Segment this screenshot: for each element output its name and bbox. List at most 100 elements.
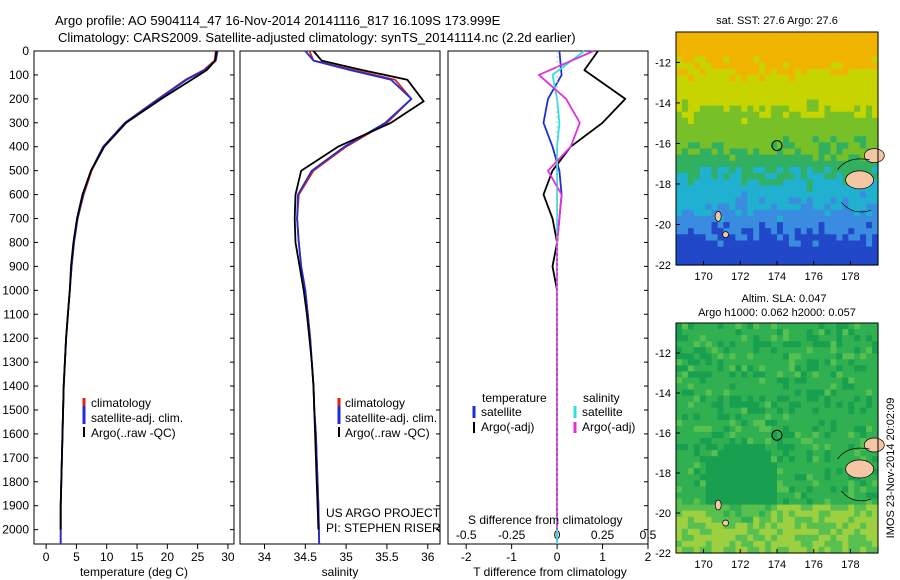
heatmap-cell xyxy=(723,185,730,192)
heatmap-cell xyxy=(777,510,784,518)
heatmap-cell xyxy=(699,185,707,192)
heatmap-cell xyxy=(842,431,849,439)
heatmap-cell xyxy=(759,323,766,330)
heatmap-cell xyxy=(848,365,855,373)
heatmap-cell xyxy=(806,44,814,51)
heatmap-cell xyxy=(800,240,808,248)
heatmap-cell xyxy=(723,413,730,421)
heatmap-cell xyxy=(741,498,748,506)
heatmap-cell xyxy=(854,353,861,360)
heatmap-cell xyxy=(711,74,719,82)
heatmap-cell xyxy=(824,401,831,409)
heatmap-cell xyxy=(753,389,760,397)
heatmap-cell xyxy=(872,462,879,469)
heatmap-cell xyxy=(741,401,748,409)
heatmap-cell xyxy=(759,353,766,360)
heatmap-cell xyxy=(759,540,766,548)
x-tick-label: 20 xyxy=(161,550,175,564)
heatmap-cell xyxy=(860,240,867,248)
heatmap-cell xyxy=(771,353,778,360)
heatmap-cell xyxy=(872,246,879,254)
map-x-tick-label: 174 xyxy=(768,271,786,283)
map-x-tick-label: 172 xyxy=(731,271,749,283)
heatmap-cell xyxy=(842,50,849,58)
heatmap-cell xyxy=(854,44,861,51)
heatmap-cell xyxy=(818,450,826,457)
top-tick-label: 0.5 xyxy=(640,528,657,542)
heatmap-cell xyxy=(693,516,701,524)
heatmap-cell xyxy=(699,252,707,260)
heatmap-cell xyxy=(777,130,784,137)
heatmap-cell xyxy=(699,389,707,397)
heatmap-cell xyxy=(693,480,701,488)
heatmap-cell xyxy=(747,148,754,156)
heatmap-cell xyxy=(717,148,725,156)
heatmap-cell xyxy=(705,93,713,100)
heatmap-cell xyxy=(693,111,701,119)
legend-s-satellite: satellite xyxy=(582,405,623,419)
heatmap-cell xyxy=(824,87,831,94)
heatmap-cell xyxy=(836,136,843,143)
heatmap-cell xyxy=(735,240,742,248)
heatmap-cell xyxy=(818,99,826,107)
heatmap-cell xyxy=(717,130,725,137)
heatmap-cell xyxy=(836,222,843,229)
heatmap-cell xyxy=(681,510,689,518)
heatmap-cell xyxy=(794,99,802,107)
heatmap-cell xyxy=(836,480,843,488)
heatmap-cell xyxy=(782,74,790,82)
heatmap-cell xyxy=(788,377,796,385)
heatmap-cell xyxy=(818,359,826,366)
heatmap-cell xyxy=(777,546,784,554)
heatmap-cell xyxy=(687,105,695,113)
heatmap-cell xyxy=(782,32,790,39)
heatmap-cell xyxy=(753,203,760,211)
heatmap-cell xyxy=(872,480,879,488)
heatmap-cell xyxy=(711,130,719,137)
heatmap-cell xyxy=(866,142,873,150)
heatmap-cell xyxy=(854,504,861,512)
heatmap-cell xyxy=(747,510,754,518)
heatmap-cell xyxy=(753,81,760,88)
legend-satellite-adj: satellite-adj. clim. xyxy=(91,411,183,425)
heatmap-cell xyxy=(753,215,760,223)
heatmap-cell xyxy=(830,486,837,494)
heatmap-cell xyxy=(741,191,748,199)
heatmap-cell xyxy=(705,534,713,542)
heatmap-cell xyxy=(747,56,754,64)
heatmap-cell xyxy=(693,191,701,199)
heatmap-cell xyxy=(848,166,855,174)
heatmap-cell xyxy=(723,99,730,107)
heatmap-cell xyxy=(693,160,701,168)
heatmap-cell xyxy=(676,68,683,76)
heatmap-cell xyxy=(782,431,790,439)
heatmap-cell xyxy=(800,347,808,354)
island xyxy=(845,459,874,479)
heatmap-cell xyxy=(753,68,760,76)
depth-tick-label: 300 xyxy=(9,116,29,130)
heatmap-cell xyxy=(729,450,736,457)
heatmap-cell xyxy=(771,179,778,186)
heatmap-cell xyxy=(818,480,826,488)
heatmap-cell xyxy=(729,323,736,330)
heatmap-cell xyxy=(753,438,760,445)
heatmap-cell xyxy=(735,425,742,433)
heatmap-cell xyxy=(836,246,843,254)
heatmap-cell xyxy=(705,62,713,70)
heatmap-cell xyxy=(723,431,730,439)
heatmap-cell xyxy=(782,38,790,45)
heatmap-cell xyxy=(818,234,826,241)
heatmap-cell xyxy=(771,87,778,94)
heatmap-cell xyxy=(782,540,790,548)
heatmap-cell xyxy=(788,87,796,94)
heatmap-cell xyxy=(705,353,713,360)
header-line-2: Climatology: CARS2009. Satellite-adjuste… xyxy=(58,30,576,45)
heatmap-cell xyxy=(800,510,808,518)
heatmap-cell xyxy=(854,347,861,354)
heatmap-cell xyxy=(747,142,754,150)
heatmap-cell xyxy=(854,56,861,64)
heatmap-cell xyxy=(711,191,719,199)
heatmap-cell xyxy=(836,341,843,348)
heatmap-cell xyxy=(765,438,772,445)
heatmap-cell xyxy=(771,383,778,391)
